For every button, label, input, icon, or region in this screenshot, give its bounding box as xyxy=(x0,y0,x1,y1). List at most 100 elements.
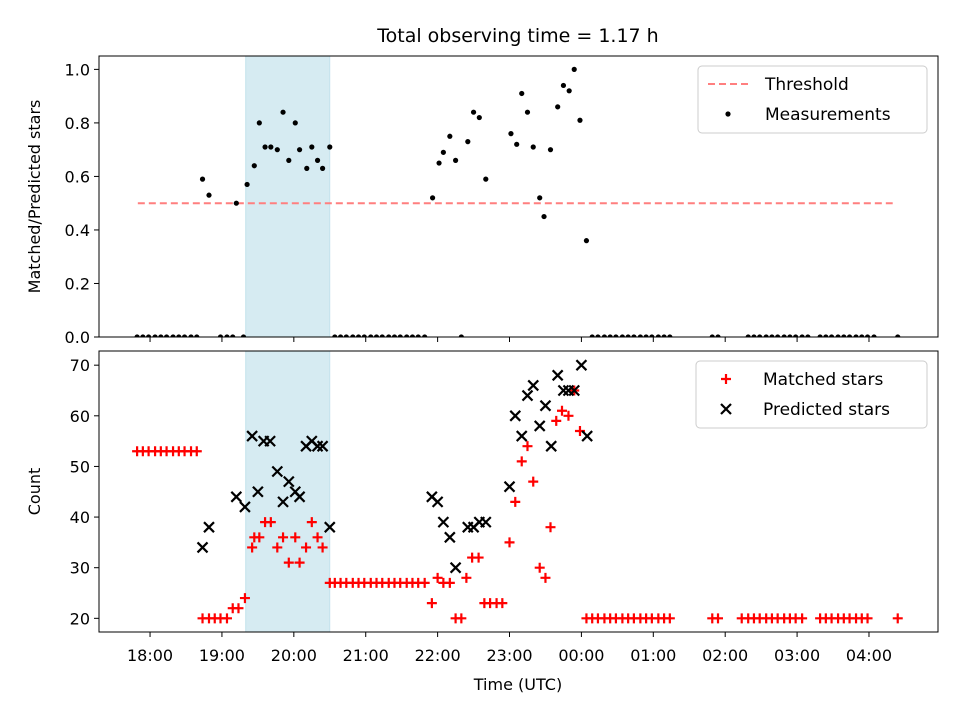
plot-area xyxy=(132,351,903,632)
data-point xyxy=(508,131,514,137)
data-point xyxy=(217,334,224,337)
data-point xyxy=(601,334,608,337)
y-tick-label: 70 xyxy=(70,356,90,375)
data-point xyxy=(664,613,675,624)
y-tick-label: 60 xyxy=(70,407,90,426)
data-point xyxy=(637,334,643,337)
data-point xyxy=(426,598,437,609)
data-point xyxy=(230,334,236,337)
y-tick-label: 30 xyxy=(70,559,90,578)
data-point xyxy=(432,572,443,583)
data-point xyxy=(797,613,808,624)
data-point xyxy=(447,133,453,139)
data-point xyxy=(555,104,561,110)
data-point xyxy=(871,334,877,337)
data-point xyxy=(134,334,140,337)
data-point xyxy=(537,195,543,201)
data-point xyxy=(625,334,631,337)
data-point xyxy=(497,598,508,609)
data-point xyxy=(461,572,472,583)
data-point xyxy=(892,613,903,624)
data-point xyxy=(278,532,289,543)
x-tick-label: 01:00 xyxy=(630,646,676,665)
data-point xyxy=(306,517,317,528)
data-point xyxy=(246,430,258,442)
x-tick-label: 03:00 xyxy=(774,646,820,665)
data-point xyxy=(667,334,673,337)
data-point xyxy=(470,109,477,115)
data-point xyxy=(301,542,312,553)
data-point xyxy=(286,157,292,163)
data-point xyxy=(404,334,410,337)
data-point xyxy=(775,334,781,337)
x-axis-title: Time (UTC) xyxy=(473,675,562,694)
data-point xyxy=(545,440,557,452)
data-point xyxy=(545,522,556,533)
legend-box xyxy=(695,360,928,429)
data-point xyxy=(239,593,250,604)
data-point xyxy=(589,334,595,337)
data-point xyxy=(519,90,525,97)
data-point xyxy=(551,369,564,382)
data-point xyxy=(449,561,462,574)
data-point xyxy=(181,334,188,337)
data-point xyxy=(240,334,247,337)
data-point xyxy=(312,532,323,543)
x-tick-label: 21:00 xyxy=(343,646,389,665)
y-axis-title: Matched/Predicted stars xyxy=(25,100,44,294)
x-tick-label: 22:00 xyxy=(415,646,461,665)
data-point xyxy=(504,537,515,548)
data-point xyxy=(233,603,244,614)
data-point xyxy=(272,542,283,553)
data-point xyxy=(473,552,484,563)
data-point xyxy=(530,144,536,150)
data-point xyxy=(859,334,865,337)
legend: Threshold Measurements xyxy=(697,65,928,134)
data-point xyxy=(196,541,209,554)
data-point xyxy=(515,430,528,442)
series-matched-stars xyxy=(132,385,903,624)
data-point xyxy=(163,334,170,337)
data-point xyxy=(793,334,799,337)
data-point xyxy=(221,613,232,624)
data-point xyxy=(316,440,329,452)
data-point xyxy=(503,480,516,493)
data-point xyxy=(817,334,823,337)
data-point xyxy=(568,384,580,397)
y-tick-label: 0.2 xyxy=(65,274,90,293)
data-point xyxy=(521,389,534,402)
data-point xyxy=(409,334,416,337)
data-point xyxy=(283,475,295,488)
data-point xyxy=(146,334,152,337)
data-point xyxy=(373,334,380,337)
data-point xyxy=(540,572,551,583)
data-point xyxy=(256,120,262,126)
y-tick-label: 0.6 xyxy=(65,167,90,186)
data-point xyxy=(835,334,841,337)
axes-frame xyxy=(98,55,939,338)
data-point xyxy=(566,88,572,94)
data-point xyxy=(343,334,349,337)
y-tick-label: 0.4 xyxy=(65,221,90,240)
data-point xyxy=(607,334,613,337)
data-point xyxy=(524,109,531,115)
data-point xyxy=(864,334,871,337)
x-tick-label: 20:00 xyxy=(271,646,317,665)
data-point xyxy=(547,147,554,153)
data-point xyxy=(252,485,264,498)
data-point xyxy=(846,334,853,337)
data-point xyxy=(431,496,444,508)
data-point xyxy=(264,435,276,447)
data-point xyxy=(386,334,392,337)
data-point xyxy=(319,165,326,171)
data-point xyxy=(763,334,769,337)
legend-measurements-marker xyxy=(725,111,731,117)
data-point xyxy=(368,334,374,337)
data-point xyxy=(230,491,243,503)
data-point xyxy=(244,181,250,188)
ratio-panel: 0.0 0.2 0.4 0.6 0.8 1.0 Matched/Predicted star… xyxy=(25,55,939,347)
data-point xyxy=(194,334,200,337)
data-point xyxy=(581,430,593,442)
data-point xyxy=(805,334,811,337)
data-point xyxy=(176,334,182,337)
